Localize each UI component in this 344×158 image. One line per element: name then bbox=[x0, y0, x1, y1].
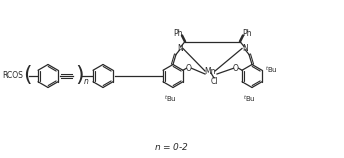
Text: ): ) bbox=[76, 65, 84, 85]
Text: $^t$Bu: $^t$Bu bbox=[265, 64, 278, 75]
Text: Ph: Ph bbox=[242, 29, 252, 38]
Text: $n$ = 0-2: $n$ = 0-2 bbox=[154, 140, 190, 152]
Text: O: O bbox=[233, 64, 239, 73]
Text: Mn: Mn bbox=[204, 67, 216, 76]
Text: Cl: Cl bbox=[210, 76, 218, 85]
Text: $n$: $n$ bbox=[83, 76, 89, 85]
Text: Ph: Ph bbox=[173, 29, 183, 38]
Text: O: O bbox=[186, 64, 192, 73]
Text: $^t$Bu: $^t$Bu bbox=[243, 94, 256, 104]
Text: $^t$Bu: $^t$Bu bbox=[163, 94, 176, 104]
Text: RCOS: RCOS bbox=[2, 72, 23, 80]
Text: (: ( bbox=[23, 65, 31, 85]
Text: N: N bbox=[242, 44, 248, 53]
Text: N: N bbox=[177, 44, 183, 53]
